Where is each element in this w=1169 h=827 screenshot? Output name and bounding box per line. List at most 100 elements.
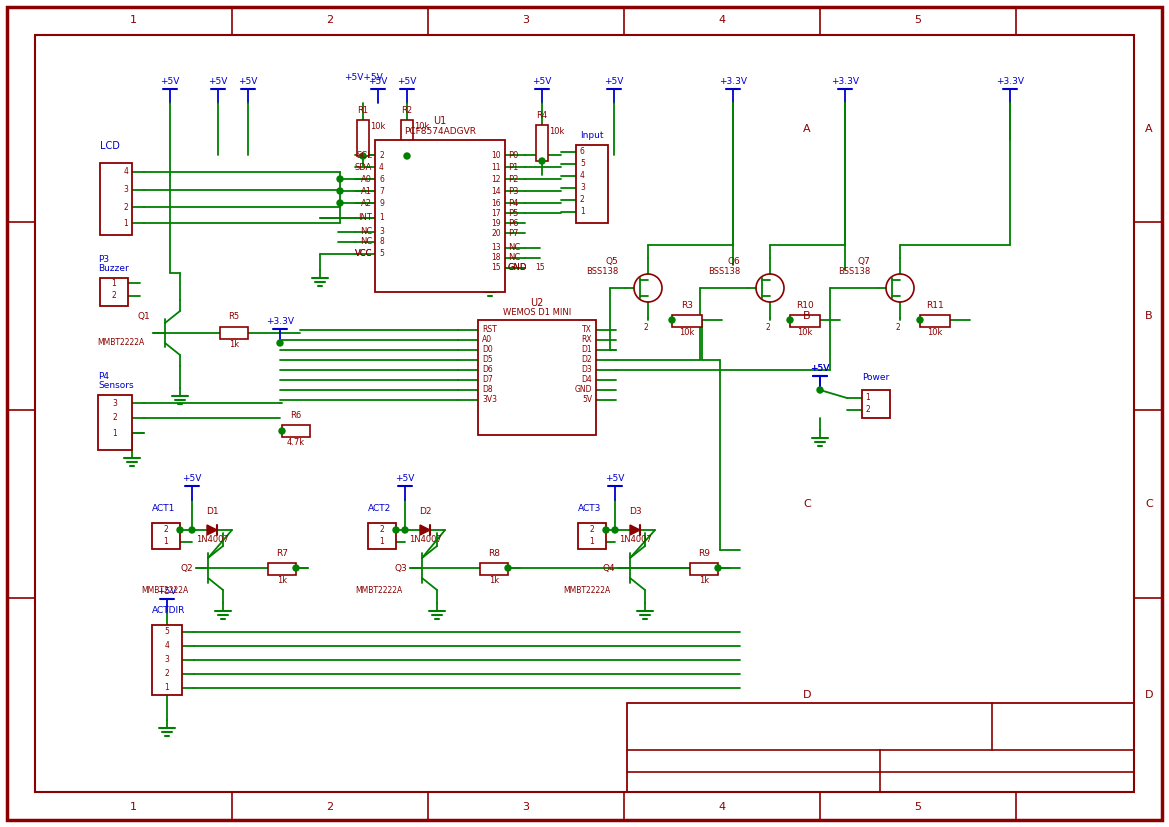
Text: P2: P2: [509, 174, 518, 184]
Circle shape: [916, 317, 924, 323]
Text: 2: 2: [326, 802, 333, 812]
Text: 2: 2: [123, 203, 127, 212]
Text: R1: R1: [357, 106, 368, 115]
Text: 10k: 10k: [414, 122, 429, 131]
Text: A0: A0: [482, 336, 492, 345]
Text: 1k: 1k: [277, 576, 288, 585]
Text: +5V: +5V: [182, 474, 202, 483]
Text: Buzzer: Buzzer: [98, 264, 129, 273]
Text: Q6: Q6: [727, 257, 740, 266]
Text: MMBT2222A: MMBT2222A: [562, 586, 610, 595]
Polygon shape: [630, 525, 639, 535]
Text: 1: 1: [112, 428, 117, 437]
Text: 1: 1: [380, 538, 385, 547]
Text: PCF8574ADGVR: PCF8574ADGVR: [404, 127, 476, 136]
Text: 1k: 1k: [489, 576, 499, 585]
Text: GND: GND: [509, 264, 527, 273]
Text: 10k: 10k: [549, 127, 565, 136]
Text: WEMOS D1 MINI: WEMOS D1 MINI: [503, 308, 572, 317]
Text: SDA: SDA: [354, 162, 372, 171]
Text: 6: 6: [580, 147, 584, 156]
Text: 2: 2: [895, 323, 900, 332]
Text: 10k: 10k: [927, 328, 942, 337]
Bar: [368, 523, 396, 549]
Circle shape: [787, 317, 793, 323]
Text: 10k: 10k: [679, 328, 694, 337]
Circle shape: [337, 200, 343, 206]
Text: D: D: [803, 690, 811, 700]
Circle shape: [603, 527, 609, 533]
Text: 2: 2: [164, 525, 168, 534]
Text: +5V+5V: +5V+5V: [344, 73, 382, 82]
Text: 2: 2: [379, 151, 383, 160]
Text: LCD: LCD: [101, 141, 120, 151]
Text: P6: P6: [509, 218, 519, 227]
Text: 4: 4: [580, 171, 584, 180]
Text: 13: 13: [491, 243, 502, 252]
Text: 3: 3: [523, 15, 530, 25]
Text: RST: RST: [482, 326, 497, 334]
Text: D1: D1: [206, 507, 219, 516]
Text: +3.3V: +3.3V: [719, 77, 747, 86]
Circle shape: [177, 527, 184, 533]
Text: C: C: [1146, 499, 1153, 509]
Text: 10k: 10k: [797, 328, 812, 337]
Text: D0: D0: [482, 346, 493, 355]
Text: R4: R4: [537, 111, 547, 120]
Text: 5: 5: [914, 802, 921, 812]
Text: Q1: Q1: [137, 312, 150, 321]
Bar: [672, 315, 703, 327]
Text: ACT2: ACT2: [368, 504, 392, 513]
Text: D3: D3: [581, 366, 592, 375]
Text: 2: 2: [111, 291, 117, 300]
Text: +5V: +5V: [604, 77, 624, 86]
Bar: [268, 563, 296, 575]
Text: Sensors: Sensors: [98, 381, 133, 390]
Text: 1: 1: [589, 538, 594, 547]
Text: 2: 2: [380, 525, 385, 534]
Text: GND: GND: [574, 385, 592, 394]
Text: 2: 2: [326, 15, 333, 25]
Text: 3V3: 3V3: [482, 395, 497, 404]
Text: REV:  1.0: REV: 1.0: [997, 725, 1059, 739]
Text: R10: R10: [796, 301, 814, 310]
Text: 20: 20: [491, 228, 502, 237]
Text: D8: D8: [482, 385, 492, 394]
Text: 4.7k: 4.7k: [286, 438, 305, 447]
Text: 1: 1: [165, 683, 170, 692]
Text: +5V: +5V: [208, 77, 228, 86]
Text: C: C: [803, 499, 811, 509]
Text: 3: 3: [523, 802, 530, 812]
Circle shape: [337, 188, 343, 194]
Text: 5: 5: [580, 160, 584, 169]
Text: D7: D7: [482, 375, 493, 385]
Text: A1: A1: [361, 187, 372, 195]
Bar: [478, 320, 596, 435]
Text: 1/1: 1/1: [935, 754, 953, 764]
Text: ACTDIR: ACTDIR: [152, 606, 186, 615]
Text: D: D: [1144, 690, 1154, 700]
Text: U2: U2: [531, 298, 544, 308]
Text: +5V: +5V: [397, 77, 416, 86]
Text: 1: 1: [379, 213, 383, 222]
Circle shape: [402, 527, 408, 533]
Text: 3: 3: [165, 656, 170, 665]
Text: Date:: Date:: [631, 754, 659, 764]
Bar: [577, 523, 606, 549]
Text: MMBT2222A: MMBT2222A: [140, 586, 188, 595]
Text: R5: R5: [228, 312, 240, 321]
Text: 4: 4: [123, 168, 127, 176]
Text: 2: 2: [580, 195, 584, 204]
Text: 2: 2: [865, 405, 871, 414]
Text: Q4: Q4: [602, 564, 615, 573]
Text: jackmega: jackmega: [953, 776, 1004, 786]
Text: Input: Input: [580, 131, 603, 140]
Text: D4: D4: [581, 375, 592, 385]
Text: D2: D2: [419, 507, 431, 516]
Text: 5: 5: [379, 250, 383, 259]
Text: 2: 2: [165, 670, 170, 678]
Text: +3.3V: +3.3V: [831, 77, 859, 86]
Text: 16: 16: [491, 198, 502, 208]
Text: U1: U1: [434, 116, 447, 126]
Text: 1: 1: [111, 279, 117, 288]
